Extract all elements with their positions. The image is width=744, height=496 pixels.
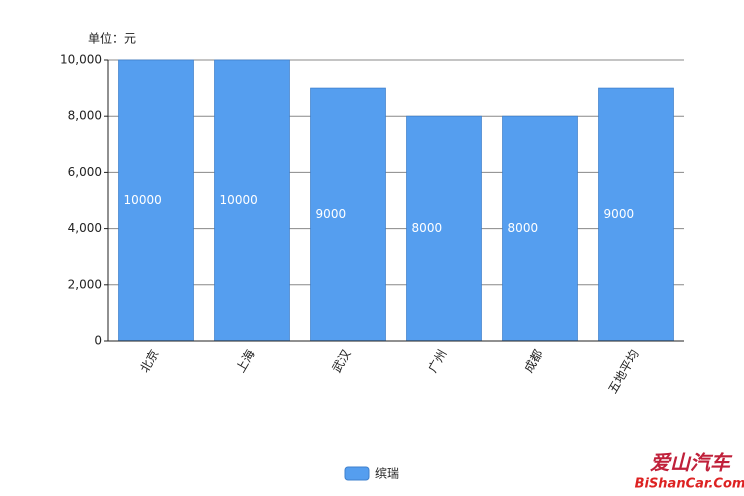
y-tick-label: 2,000 <box>68 277 102 291</box>
unit-label: 单位：元 <box>88 31 136 46</box>
legend-swatch <box>344 466 370 481</box>
x-tick-label: 成都 <box>521 347 545 375</box>
value-label: 10000 <box>124 193 162 207</box>
y-tick-label: 4,000 <box>68 221 102 235</box>
bar <box>118 59 194 342</box>
value-label: 10000 <box>220 193 258 207</box>
bar <box>406 115 482 342</box>
value-label: 8000 <box>508 221 539 235</box>
bar <box>310 87 386 342</box>
bar <box>502 115 578 342</box>
x-tick-label: 北京 <box>137 347 161 375</box>
y-tick-label: 0 <box>94 334 102 348</box>
value-label: 9000 <box>604 207 635 221</box>
watermark-title: 爱山汽车 <box>650 451 733 475</box>
x-tick-label: 上海 <box>233 347 258 375</box>
watermark-url: BiShanCar.Com <box>635 477 744 492</box>
bar <box>214 59 290 342</box>
y-tick-label: 10,000 <box>60 53 102 67</box>
x-tick-label: 广州 <box>425 347 449 375</box>
x-tick-label: 五地平均 <box>605 347 641 396</box>
y-tick-label: 8,000 <box>68 109 102 123</box>
value-label: 9000 <box>316 207 347 221</box>
legend-label: 缤瑞 <box>375 466 399 481</box>
y-tick-label: 6,000 <box>68 165 102 179</box>
value-label: 8000 <box>412 221 443 235</box>
x-tick-label: 武汉 <box>329 347 353 375</box>
